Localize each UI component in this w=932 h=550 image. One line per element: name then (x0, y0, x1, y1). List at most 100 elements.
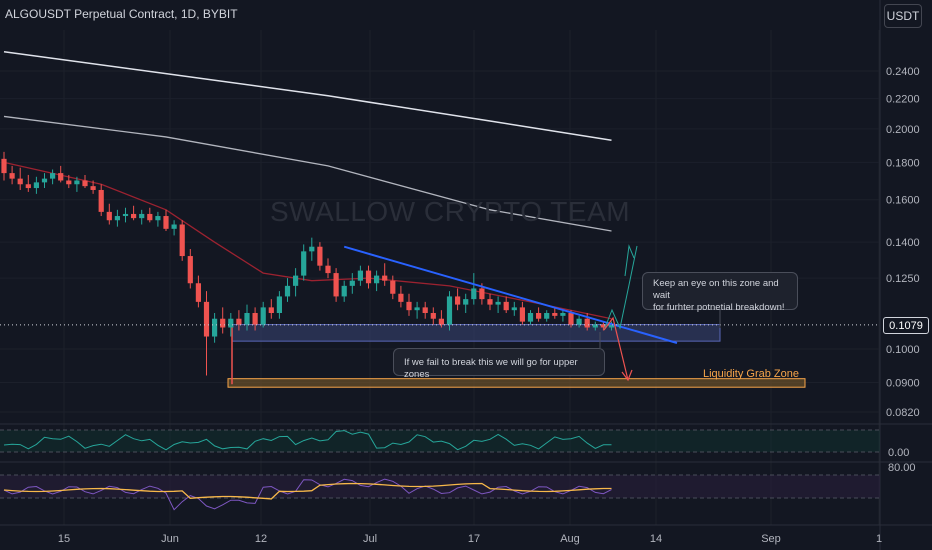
candle-body (309, 246, 315, 252)
indicator-tick-label: 0.00 (888, 447, 909, 459)
candle (301, 244, 307, 281)
candle-body (131, 213, 137, 219)
drawing-tools (0, 244, 880, 382)
note-bottom[interactable]: If we fail to break this we will go for … (393, 348, 605, 380)
candle-body (600, 324, 606, 328)
candle-body (17, 178, 23, 185)
candle-body (568, 313, 574, 325)
candle-body (560, 313, 566, 316)
candle (552, 307, 558, 319)
candle (17, 167, 23, 190)
candle (147, 207, 153, 223)
candle-body (487, 299, 493, 305)
time-tick-label: Jul (363, 533, 377, 545)
currency-button[interactable]: USDT (884, 4, 922, 28)
axes: 0.2400 0.2200 0.2000 0.1800 0.1600 0.1400 0.12… (58, 66, 920, 545)
candle (422, 301, 428, 319)
candle (50, 169, 56, 185)
support-zone (231, 324, 721, 342)
candle-body (446, 296, 453, 325)
candle-body (365, 270, 372, 284)
moving-averages (3, 51, 612, 320)
bearish-path (603, 316, 629, 381)
candle (114, 209, 120, 227)
note-top-line-2: for furhter potnetial breakdown! (653, 302, 785, 313)
candle (98, 184, 104, 217)
candle-body (203, 301, 210, 337)
chart-title: ALGOUSDT Perpetual Contract, 1D, BYBIT (5, 7, 238, 21)
candle (106, 203, 112, 225)
candle-body (268, 307, 274, 314)
candle-body (220, 318, 226, 328)
candle-body (122, 213, 129, 217)
candle-body (163, 216, 169, 229)
candle (155, 211, 161, 227)
candle (374, 270, 380, 292)
candle-body (398, 293, 404, 302)
candle (131, 205, 137, 221)
candle (325, 258, 331, 279)
candle-body (147, 213, 153, 221)
candle-body (171, 224, 177, 229)
price-tick-label: 0.1250 (886, 273, 920, 285)
candle-body (576, 318, 582, 325)
candle-body (349, 280, 355, 286)
candle (1, 151, 7, 181)
price-tick-label: 0.1600 (886, 195, 920, 207)
candle (260, 301, 266, 328)
candle (41, 173, 48, 189)
candle (576, 315, 582, 328)
candle-body (284, 285, 291, 297)
candle-body (592, 324, 598, 328)
candle (236, 310, 242, 331)
candle (341, 280, 347, 302)
candle-body (463, 299, 469, 305)
candle (90, 180, 96, 194)
candle-body (106, 211, 112, 221)
candle-body (495, 301, 501, 305)
candle (333, 268, 339, 302)
candle-body (552, 313, 558, 316)
note-top[interactable]: Keep an eye on this zone and wait for fu… (642, 272, 798, 313)
candle-body (9, 173, 15, 179)
candle (544, 310, 550, 322)
candlestick-series (1, 151, 615, 376)
time-tick-label: Aug (560, 533, 580, 545)
candle-body (414, 307, 420, 311)
candle-body (228, 318, 234, 328)
current-price-tag: 0.1079 (883, 317, 929, 334)
trendline (343, 245, 678, 344)
candle-body (179, 224, 185, 257)
candle (592, 321, 598, 331)
candle (446, 291, 453, 331)
ma-fast-line (3, 161, 612, 320)
candle-body (41, 178, 48, 183)
watermark: SWALLOW CRYPTO TEAM (270, 196, 631, 227)
time-tick-label: Sep (761, 533, 781, 545)
indicator-tick-label: 80.00 (888, 462, 916, 474)
candle-body (503, 301, 509, 311)
candle-body (25, 184, 31, 189)
candle (382, 263, 388, 286)
candle (398, 285, 404, 308)
candle (252, 307, 258, 331)
candle (284, 278, 291, 302)
price-tick-label: 0.0900 (886, 377, 920, 389)
candle (171, 220, 177, 236)
candle (139, 209, 145, 225)
candle-body (544, 313, 550, 319)
candle-body (341, 285, 347, 297)
candle-body (608, 324, 615, 328)
candle-body (438, 318, 444, 325)
price-tick-label: 0.2000 (886, 124, 920, 136)
candle (58, 165, 64, 183)
candle (163, 209, 169, 232)
candle (357, 265, 363, 286)
candle-body (511, 307, 517, 311)
candle (527, 310, 534, 325)
liquidity-zone-label: Liquidity Grab Zone (703, 368, 799, 380)
price-tick-label: 0.0820 (886, 407, 920, 419)
candle (268, 299, 274, 319)
candle-body (98, 189, 104, 212)
